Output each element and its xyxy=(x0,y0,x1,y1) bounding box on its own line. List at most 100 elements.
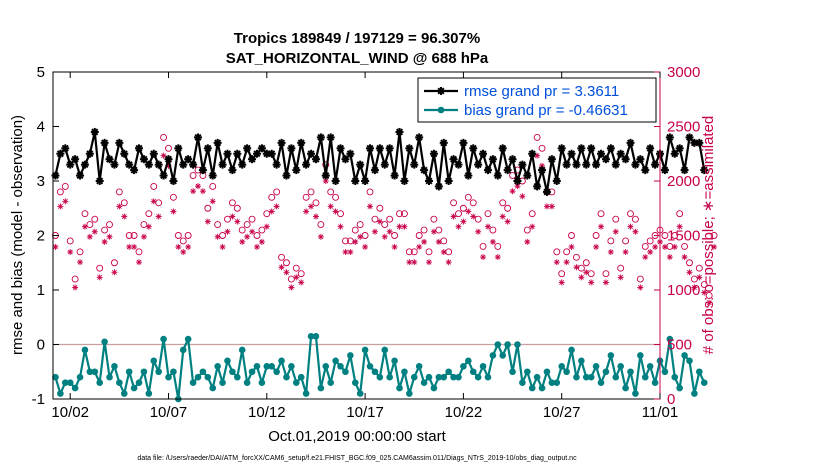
bias-point xyxy=(607,352,615,359)
rmse-point xyxy=(508,155,517,164)
obs-possible-point xyxy=(484,210,492,218)
obs-possible-point xyxy=(533,133,541,141)
obs-possible-point xyxy=(273,188,281,196)
bias-point xyxy=(351,379,359,386)
y-left-tick-label: 4 xyxy=(37,119,45,136)
bias-point xyxy=(288,363,295,370)
y-left-tick-label: -1 xyxy=(32,391,45,408)
rmse-point xyxy=(287,144,296,153)
bias-point xyxy=(519,379,526,386)
bias-point xyxy=(297,373,305,381)
obs-assimilated-point xyxy=(224,228,231,235)
obs-possible-point xyxy=(110,259,118,267)
obs-possible-point xyxy=(627,210,634,218)
obs-assimilated-point xyxy=(67,249,74,256)
bias-point xyxy=(189,379,197,386)
bias-point xyxy=(258,379,266,386)
rmse-point xyxy=(105,155,114,164)
rmse-point xyxy=(380,160,389,169)
obs-possible-point xyxy=(307,188,315,196)
rmse-point xyxy=(218,160,227,169)
y-right-tick-label: 2500 xyxy=(667,119,700,136)
rmse-point xyxy=(71,155,80,164)
rmse-point xyxy=(626,138,635,147)
rmse-point xyxy=(513,177,522,185)
obs-assimilated-point xyxy=(622,249,629,256)
obs-possible-point xyxy=(278,253,285,261)
obs-assimilated-point xyxy=(450,213,457,220)
bias-point xyxy=(106,373,113,381)
bias-point xyxy=(396,384,403,392)
y-left-tick-label: 1 xyxy=(37,282,45,299)
obs-assimilated-point xyxy=(470,213,477,220)
obs-assimilated-point xyxy=(145,223,152,230)
rmse-point xyxy=(297,138,306,147)
bias-point xyxy=(57,390,64,397)
bias-point xyxy=(558,363,566,370)
obs-possible-point xyxy=(435,226,443,234)
bias-point xyxy=(317,384,325,392)
bias-point xyxy=(184,335,192,343)
obs-possible-point xyxy=(445,248,453,256)
plot-area: -1 0 1 2 3 4 5 0 500 1000 1500 2000 2500 3000 10/02 10/… xyxy=(32,64,718,421)
bias-point xyxy=(597,379,605,386)
obs-possible-point xyxy=(86,221,94,229)
obs-assimilated-point xyxy=(676,223,683,230)
rmse-point xyxy=(125,160,134,169)
bias-point xyxy=(283,373,290,381)
obs-assimilated-point xyxy=(268,208,275,215)
obs-possible-point xyxy=(405,248,413,256)
bias-point xyxy=(322,363,330,370)
bias-point xyxy=(533,373,541,381)
rmse-point xyxy=(498,144,507,153)
chart-title: Tropics 189849 / 197129 = 96.307% xyxy=(234,30,480,47)
obs-assimilated-point xyxy=(652,243,659,250)
obs-assimilated-point xyxy=(376,218,383,225)
rmse-point xyxy=(135,144,144,153)
rmse-point xyxy=(562,160,571,169)
obs-assimilated-point xyxy=(150,198,157,205)
bias-point xyxy=(52,373,59,381)
obs-assimilated-point xyxy=(553,259,560,266)
obs-assimilated-point xyxy=(317,233,324,240)
obs-possible-point xyxy=(96,264,104,272)
rmse-point xyxy=(356,160,365,169)
obs-assimilated-point xyxy=(86,233,93,240)
rmse-point xyxy=(144,160,153,169)
obs-assimilated-point xyxy=(519,193,526,200)
obs-possible-point xyxy=(572,253,580,261)
obs-possible-point xyxy=(155,199,163,207)
bias-point xyxy=(465,357,472,365)
obs-possible-point xyxy=(666,242,674,250)
obs-possible-point xyxy=(258,226,266,234)
obs-possible-point xyxy=(450,199,458,207)
obs-assimilated-point xyxy=(440,249,447,256)
obs-assimilated-point xyxy=(711,243,718,250)
obs-possible-point xyxy=(695,264,703,272)
rmse-point xyxy=(243,144,252,153)
bias-point xyxy=(209,384,217,392)
y-left-tick-label: 0 xyxy=(37,337,45,354)
obs-possible-point xyxy=(681,242,689,250)
rmse-point xyxy=(518,160,527,169)
legend-marker xyxy=(437,87,445,95)
rmse-point xyxy=(459,138,468,147)
y-right-tick-label: 1500 xyxy=(667,228,700,245)
bias-point xyxy=(627,368,634,376)
obs-assimilated-point xyxy=(293,274,300,281)
rmse-point xyxy=(680,166,689,175)
rmse-point xyxy=(567,149,576,158)
obs-possible-point xyxy=(115,188,123,196)
obs-possible-point xyxy=(396,210,403,218)
bias-point xyxy=(155,368,162,376)
bias-point xyxy=(617,363,624,370)
obs-assimilated-point xyxy=(298,279,305,286)
obs-assimilated-point xyxy=(607,249,614,256)
obs-assimilated-point xyxy=(214,233,221,240)
rmse-point xyxy=(597,149,606,158)
bias-point xyxy=(229,368,236,376)
obs-possible-point xyxy=(582,259,590,267)
obs-possible-point xyxy=(106,221,113,229)
rmse-point xyxy=(321,171,330,180)
legend-label: rmse grand pr = 3.3611 xyxy=(464,83,619,100)
